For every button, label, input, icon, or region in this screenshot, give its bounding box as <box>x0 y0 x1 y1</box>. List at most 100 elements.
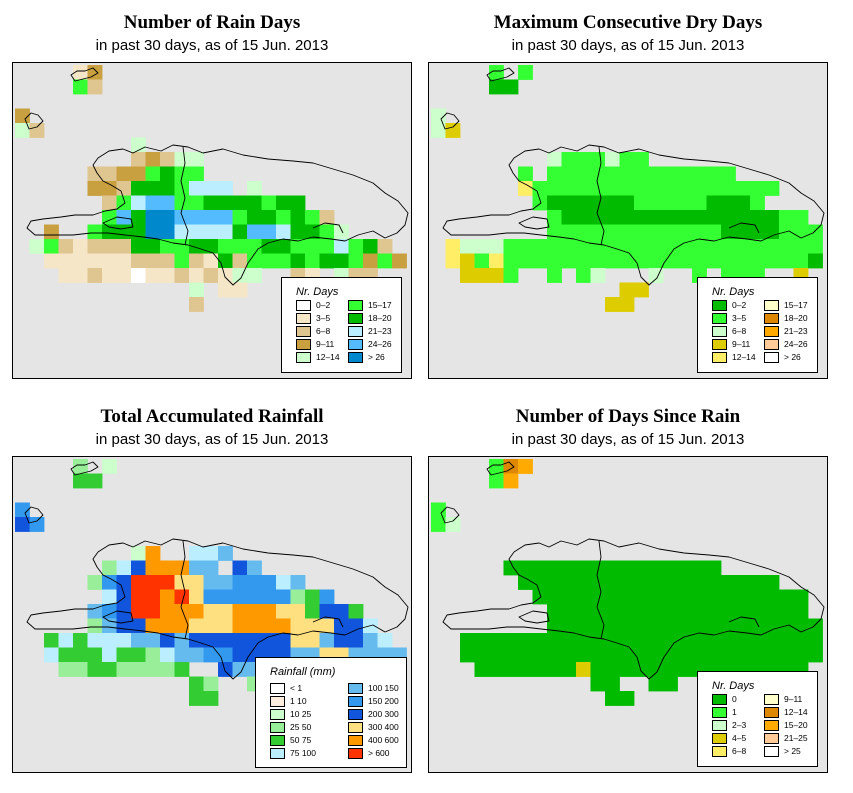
legend-title: Rainfall (mm) <box>270 666 336 678</box>
grid-cell <box>276 195 291 211</box>
grid-cell <box>102 181 117 196</box>
grid-cell <box>145 546 161 561</box>
grid-cell <box>605 152 620 167</box>
grid-cell <box>445 517 461 532</box>
grid-cell <box>677 181 693 196</box>
grid-cell <box>721 239 736 254</box>
grid-cell <box>663 195 678 211</box>
grid-cell <box>605 239 620 254</box>
legend-swatch <box>296 313 311 324</box>
grid-map <box>15 65 409 312</box>
grid-cell <box>503 268 519 283</box>
coastline <box>596 146 605 246</box>
legend-swatch <box>348 300 363 311</box>
grid-cell <box>663 604 678 619</box>
grid-cell <box>189 575 204 590</box>
grid-cell <box>634 181 649 196</box>
grid-cell <box>808 633 823 648</box>
grid-cell <box>160 268 175 283</box>
grid-cell <box>793 239 809 254</box>
grid-cell <box>305 239 320 254</box>
grid-cell <box>692 166 707 182</box>
grid-cell <box>232 224 248 240</box>
grid-cell <box>87 239 103 254</box>
grid-cell <box>232 647 248 663</box>
grid-cell <box>363 253 378 269</box>
grid-cell <box>648 560 664 576</box>
grid-cell <box>363 239 378 254</box>
grid-cell <box>518 662 533 677</box>
grid-cell <box>619 181 635 196</box>
grid-cell <box>131 546 146 561</box>
grid-cell <box>619 224 635 240</box>
grid-cell <box>160 662 175 677</box>
grid-cell <box>547 604 562 619</box>
grid-cell <box>692 253 707 269</box>
grid-cell <box>663 633 678 648</box>
grid-cell <box>648 647 664 663</box>
grid-cell <box>87 633 103 648</box>
grid-cell <box>160 181 175 196</box>
grid-cell <box>189 253 204 269</box>
grid-cell <box>261 195 277 211</box>
grid-cell <box>808 618 823 634</box>
grid-cell <box>793 224 809 240</box>
legend-label: 15–17 <box>784 300 808 310</box>
grid-cell <box>750 647 765 663</box>
grid-cell <box>561 618 577 634</box>
grid-cell <box>474 268 490 283</box>
grid-cell <box>431 517 446 532</box>
grid-cell <box>648 589 664 605</box>
grid-cell <box>87 181 103 196</box>
grid-cell <box>218 210 233 225</box>
grid-cell <box>319 253 335 269</box>
grid-cell <box>750 618 765 634</box>
grid-cell <box>102 618 117 634</box>
grid-cell <box>561 575 577 590</box>
grid-cell <box>634 166 649 182</box>
grid-cell <box>377 633 393 648</box>
grid-cell <box>663 239 678 254</box>
map-rain-days: Nr. Days 0–2 3–5 6–8 9–11 12–14 15–17 18–20 21–… <box>12 62 412 379</box>
map-legend: Rainfall (mm) < 1 1 10 10 25 25 50 50 75 75 1… <box>255 657 407 768</box>
legend-swatch <box>348 683 363 694</box>
grid-cell <box>735 618 751 634</box>
panel-title: Number of Rain Days <box>123 12 301 33</box>
grid-cell <box>160 253 175 269</box>
grid-cell <box>619 662 635 677</box>
grid-cell <box>218 633 233 648</box>
grid-cell <box>605 210 620 225</box>
grid-cell <box>677 633 693 648</box>
grid-cell <box>663 589 678 605</box>
grid-cell <box>145 662 161 677</box>
coastline <box>440 112 460 130</box>
grid-cell <box>735 239 751 254</box>
grid-cell <box>174 633 190 648</box>
grid-cell <box>706 575 722 590</box>
grid-cell <box>334 224 349 240</box>
grid-cell <box>131 152 146 167</box>
grid-cell <box>145 633 161 648</box>
grid-cell <box>218 618 233 634</box>
legend-swatch <box>764 352 779 363</box>
grid-cell <box>305 633 320 648</box>
grid-cell <box>576 589 591 605</box>
grid-cell <box>348 253 364 269</box>
grid-cell <box>677 166 693 182</box>
grid-cell <box>663 166 678 182</box>
grid-cell <box>561 662 577 677</box>
legend-title: Nr. Days <box>712 286 755 298</box>
legend-label: 15–17 <box>368 300 392 310</box>
grid-cell <box>663 224 678 240</box>
grid-cell <box>605 560 620 576</box>
legend-swatch <box>712 326 727 337</box>
grid-cell <box>706 604 722 619</box>
grid-cell <box>692 560 707 576</box>
grid-cell <box>474 662 490 677</box>
grid-cell <box>319 224 335 240</box>
grid-map <box>431 65 825 312</box>
grid-cell <box>116 268 132 283</box>
grid-cell <box>634 239 649 254</box>
grid-cell <box>189 691 204 706</box>
grid-cell <box>116 662 132 677</box>
